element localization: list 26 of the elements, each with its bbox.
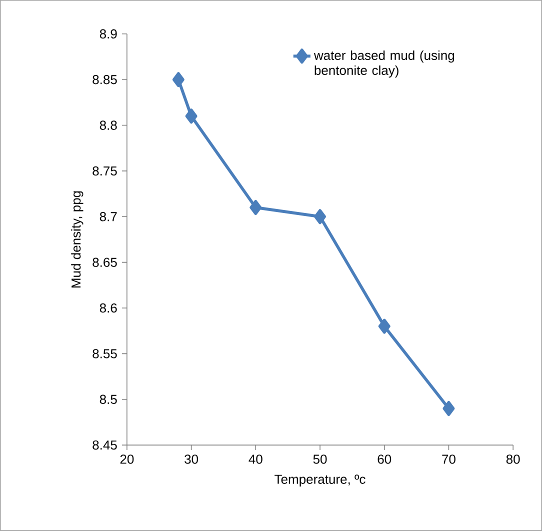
point bbox=[378, 318, 390, 334]
y-tick-label: 8.9 bbox=[100, 29, 117, 39]
y-tick-label: 8.75 bbox=[92, 166, 117, 176]
x-tick-label: 80 bbox=[506, 454, 520, 464]
y-tick-label: 8.5 bbox=[100, 394, 117, 404]
y-tick-label: 8.65 bbox=[92, 258, 117, 267]
y-tick-label: 8.6 bbox=[100, 303, 117, 313]
point bbox=[250, 200, 262, 216]
x-tick-label: 70 bbox=[442, 454, 456, 464]
point bbox=[314, 209, 326, 224]
y-tick-label: 8.7 bbox=[100, 212, 117, 222]
x-tick-label: 20 bbox=[120, 454, 134, 464]
point bbox=[442, 401, 455, 416]
legend-label: water based mud (using bentonite clay) bbox=[314, 50, 454, 78]
y-tick-label: 8.8 bbox=[100, 120, 117, 130]
y-tick-label: 8.45 bbox=[92, 440, 117, 450]
point bbox=[172, 72, 184, 88]
y-tick-label: 8.55 bbox=[92, 349, 117, 358]
x-tick-label: 60 bbox=[378, 454, 392, 464]
x-axis-title: Temperature, ºc bbox=[274, 474, 366, 486]
point bbox=[185, 108, 198, 124]
x-tick-label: 50 bbox=[313, 454, 327, 464]
y-tick-label: 8.85 bbox=[92, 74, 117, 84]
y-axis-title: Mud density, ppg bbox=[71, 191, 84, 288]
x-tick-label: 40 bbox=[248, 454, 262, 464]
x-tick-label: 30 bbox=[184, 454, 198, 464]
